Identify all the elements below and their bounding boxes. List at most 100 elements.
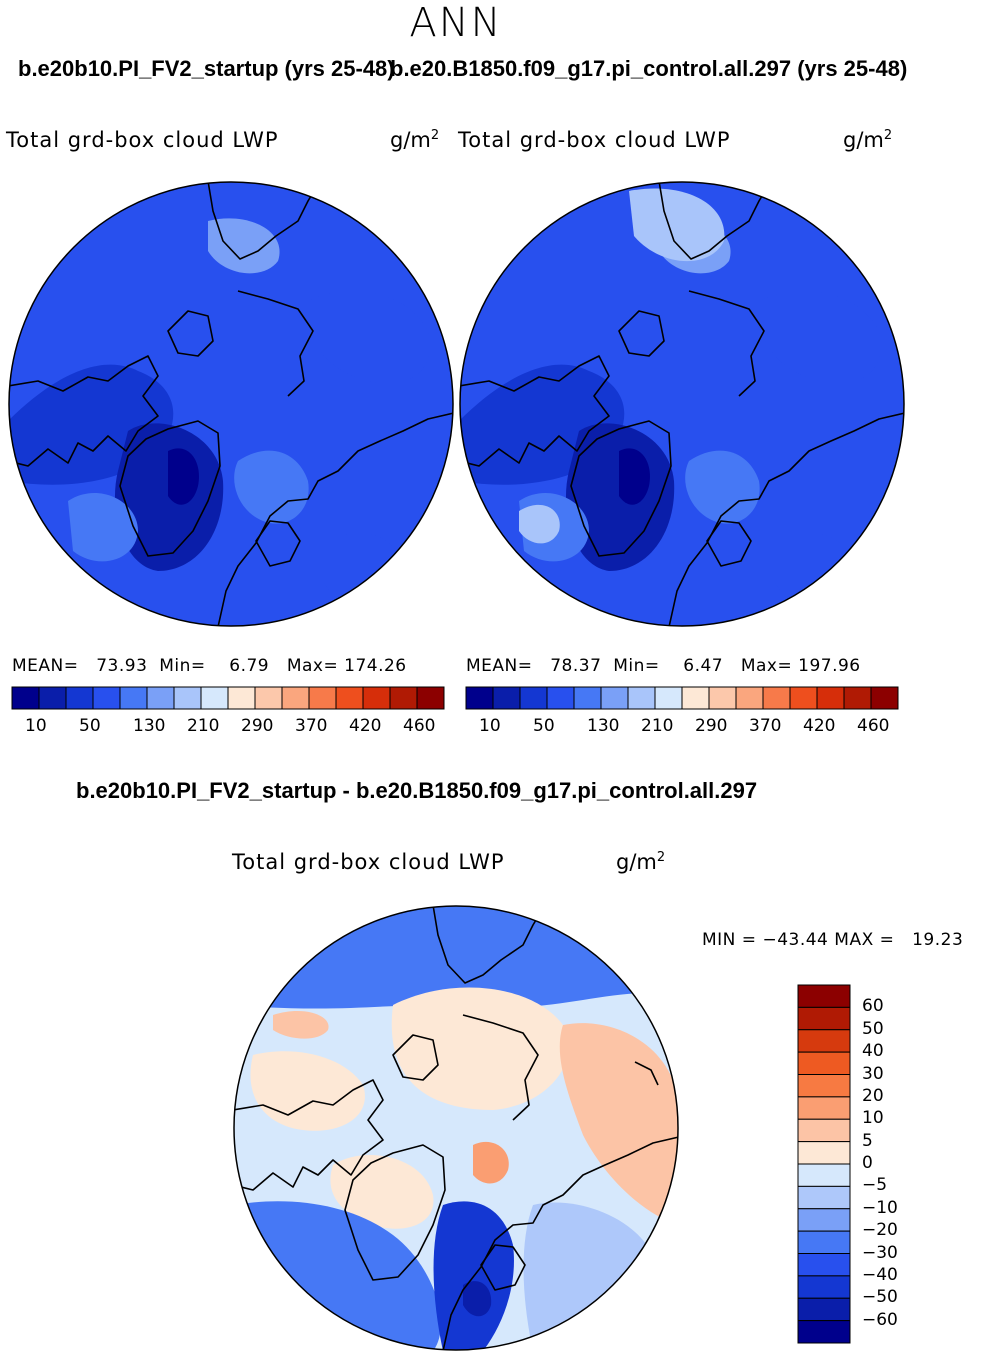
colorbar-tick-label: −5: [862, 1175, 888, 1196]
right-colorbar-ticks: 10 50 130 210 290 370 420 460: [466, 716, 898, 738]
coastline-north-america: [9, 355, 159, 467]
coastline-siberia: [688, 290, 765, 397]
colorbar-tick-label: 370: [295, 716, 328, 736]
diff-colorbar-ticks: 60 50 40 30 20 10 5 0 −5 −10 −20 −30 −40 −50 −60: [858, 985, 918, 1343]
colorbar-swatch: [654, 686, 683, 710]
field-contour: [208, 218, 280, 274]
colorbar-swatch: [735, 686, 764, 710]
field-contour: [559, 1023, 678, 1225]
colorbar-tick-label: 60: [862, 996, 884, 1017]
coastline-scandinavia: [480, 1244, 526, 1291]
colorbar-swatch: [389, 686, 418, 710]
field-contour: [273, 1010, 329, 1039]
colorbar-tick-label: 10: [862, 1108, 884, 1129]
colorbar-tick-label: 50: [79, 716, 101, 736]
colorbar-swatch: [227, 686, 256, 710]
colorbar-swatch: [119, 686, 148, 710]
colorbar-swatch: [843, 686, 872, 710]
field-contour: [473, 1141, 509, 1184]
coastline-greenland: [344, 1144, 446, 1281]
colorbar-swatch: [797, 1141, 851, 1165]
coastline-eurasia: [442, 1136, 678, 1350]
colorbar-swatch: [797, 1275, 851, 1299]
colorbar-swatch: [546, 686, 575, 710]
field-contour: [758, 291, 881, 384]
colorbar-swatch: [65, 686, 94, 710]
coastline-bering: [207, 182, 321, 260]
colorbar-tick-label: 420: [349, 716, 382, 736]
coastline-baffin-island: [392, 1034, 439, 1081]
colorbar-swatch: [362, 686, 391, 710]
colorbar-tick-label: −10: [862, 1197, 898, 1218]
colorbar-swatch: [797, 1163, 851, 1187]
colorbar-swatch: [762, 686, 791, 710]
colorbar-swatch: [797, 1230, 851, 1254]
colorbar-swatch: [797, 1006, 851, 1031]
left-variable-label: Total grd-box cloud LWP: [6, 128, 279, 152]
colorbar-swatch: [600, 686, 629, 710]
colorbar-swatch: [797, 1118, 851, 1143]
colorbar-swatch: [465, 686, 494, 710]
colorbar-swatch: [816, 686, 845, 710]
colorbar-tick-label: 290: [695, 716, 728, 736]
field-contour: [619, 448, 650, 505]
colorbar-tick-label: 5: [862, 1130, 873, 1151]
coastline-siberia: [462, 1014, 539, 1121]
colorbar-swatch: [200, 686, 229, 710]
colorbar-swatch: [11, 686, 40, 710]
colorbar-tick-label: 420: [803, 716, 836, 736]
colorbar-tick-label: −30: [862, 1242, 898, 1263]
colorbar-tick-label: 290: [241, 716, 274, 736]
colorbar-tick-label: 460: [403, 716, 436, 736]
colorbar-tick-label: 10: [25, 716, 47, 736]
colorbar-swatch: [173, 686, 202, 710]
left-colorbar: [11, 686, 445, 710]
map-boundary: [8, 181, 454, 627]
colorbar-swatch: [281, 686, 310, 710]
colorbar-swatch: [797, 1297, 851, 1322]
coastline-baffin-island: [618, 310, 665, 357]
colorbar-tick-label: 0: [862, 1153, 873, 1173]
colorbar-swatch: [797, 1320, 851, 1344]
coastline-scandinavia: [255, 520, 301, 567]
colorbar-swatch: [308, 686, 337, 710]
map-boundary: [459, 181, 905, 627]
field-contour: [68, 492, 138, 562]
field-contour: [307, 291, 430, 384]
colorbar-tick-label: 460: [857, 716, 890, 736]
colorbar-swatch: [254, 686, 283, 710]
right-variable-label: Total grd-box cloud LWP: [458, 128, 731, 152]
left-polar-map: [8, 181, 454, 627]
colorbar-swatch: [870, 686, 899, 710]
coastline-bering: [432, 906, 546, 984]
coastline-greenland: [119, 420, 221, 557]
colorbar-swatch: [335, 686, 364, 710]
colorbar-tick-label: 130: [587, 716, 620, 736]
colorbar-swatch: [797, 1051, 851, 1075]
colorbar-tick-label: −20: [862, 1220, 898, 1241]
field-contour: [463, 1281, 492, 1317]
field-contour: [330, 1155, 434, 1229]
coastline-north-america: [460, 355, 610, 467]
colorbar-swatch: [708, 686, 737, 710]
diff-colorbar: [797, 984, 851, 1344]
diff-title: b.e20b10.PI_FV2_startup - b.e20.B1850.f0…: [76, 778, 758, 803]
colorbar-tick-label: 10: [479, 716, 501, 736]
field-contour: [519, 504, 560, 544]
right-case-title: b.e20.B1850.f09_g17.pi_control.all.297 (…: [390, 56, 908, 81]
colorbar-tick-label: 210: [641, 716, 674, 736]
colorbar-swatch: [797, 1074, 851, 1098]
right-colorbar: [465, 686, 899, 710]
colorbar-swatch: [681, 686, 710, 710]
colorbar-swatch: [416, 686, 445, 710]
colorbar-swatch: [789, 686, 818, 710]
right-polar-map: [459, 181, 905, 627]
field-contour: [168, 448, 199, 505]
left-colorbar-ticks: 10 50 130 210 290 370 420 460: [12, 716, 444, 738]
colorbar-swatch: [797, 1253, 851, 1277]
diff-stats: MIN = −43.44 MAX = 19.23: [702, 930, 964, 950]
coastline-scandinavia: [706, 520, 752, 567]
diff-polar-map: [233, 905, 679, 1351]
colorbar-tick-label: 130: [133, 716, 166, 736]
right-units-label: g/m2: [843, 128, 893, 152]
